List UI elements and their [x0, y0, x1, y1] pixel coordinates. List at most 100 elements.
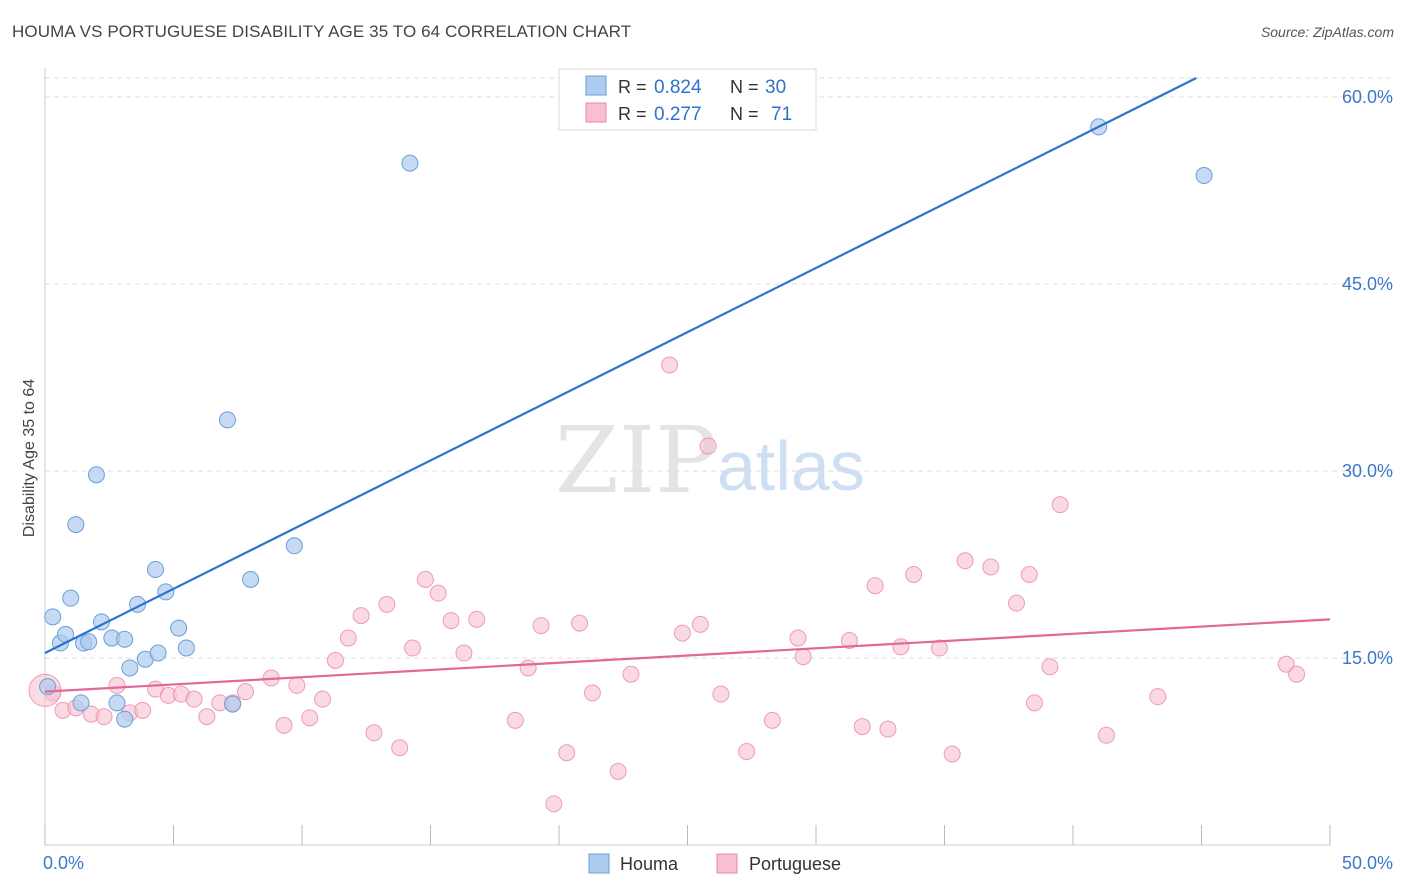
legend-n-value-portuguese: 71	[771, 104, 792, 125]
portuguese-point	[789, 629, 807, 647]
portuguese-point	[930, 639, 948, 657]
houma-point	[147, 560, 165, 578]
legend-n-label-portuguese: N =	[730, 104, 759, 124]
portuguese-point	[532, 617, 550, 635]
portuguese-point	[1041, 658, 1059, 676]
portuguese-point	[455, 644, 473, 662]
portuguese-point	[1007, 594, 1025, 612]
portuguese-point	[571, 614, 589, 632]
portuguese-point	[622, 665, 640, 683]
houma-point	[121, 659, 139, 677]
y-axis-label: Disability Age 35 to 64	[21, 379, 38, 537]
portuguese-point	[301, 709, 319, 727]
houma-point	[87, 466, 105, 484]
portuguese-point	[365, 724, 383, 742]
portuguese-point	[352, 607, 370, 625]
portuguese-point	[699, 437, 717, 455]
legend-swatch-houma	[585, 75, 607, 96]
portuguese-point	[892, 638, 910, 656]
portuguese-point	[545, 795, 563, 813]
houma-point	[44, 608, 62, 626]
portuguese-point	[866, 577, 884, 595]
chart-title: HOUMA VS PORTUGUESE DISABILITY AGE 35 TO…	[12, 22, 632, 41]
trend-lines	[44, 77, 1331, 693]
portuguese-point	[1149, 688, 1167, 706]
portuguese-point	[583, 684, 601, 702]
portuguese-point	[288, 676, 306, 694]
portuguese-point	[840, 632, 858, 650]
portuguese-point	[391, 739, 409, 757]
portuguese-point	[943, 745, 961, 763]
watermark-zip: ZIP	[555, 407, 717, 514]
houma-points	[39, 118, 1213, 728]
legend-n-label-houma: N =	[730, 77, 759, 97]
portuguese-point	[879, 720, 897, 738]
houma-point	[401, 154, 419, 172]
houma-point	[1195, 167, 1213, 185]
houma-point	[170, 619, 188, 637]
bottom-legend-houma: Houma	[620, 854, 679, 874]
gridlines	[45, 77, 1392, 659]
bottom-swatch-portuguese	[716, 853, 738, 874]
legend-r-label-portuguese: R =	[618, 104, 647, 124]
portuguese-point	[429, 584, 447, 602]
portuguese-point	[558, 744, 576, 762]
y-tick-label: 30.0%	[1342, 461, 1393, 481]
houma-point	[116, 630, 134, 648]
portuguese-point	[691, 615, 709, 633]
portuguese-point	[1277, 655, 1295, 673]
portuguese-point	[326, 651, 344, 669]
y-tick-label: 60.0%	[1342, 87, 1393, 107]
portuguese-point	[1288, 665, 1306, 683]
bottom-swatch-houma	[588, 853, 610, 874]
portuguese-point	[1097, 726, 1115, 744]
x-tick-label-min: 0.0%	[43, 853, 84, 873]
houma-point	[285, 537, 303, 555]
houma-point	[177, 639, 195, 657]
legend-swatch-portuguese	[585, 102, 607, 123]
houma-point	[242, 570, 260, 588]
portuguese-point	[275, 716, 293, 734]
legend-r-value-portuguese: 0.277	[654, 104, 702, 125]
portuguese-point	[339, 629, 357, 647]
portuguese-point	[198, 708, 216, 726]
houma-point	[116, 710, 134, 728]
portuguese-point	[712, 685, 730, 703]
houma-point	[224, 695, 242, 713]
portuguese-point	[1025, 694, 1043, 712]
legend-r-label-houma: R =	[618, 77, 647, 97]
portuguese-point	[506, 711, 524, 729]
portuguese-point	[108, 676, 126, 694]
houma-trend-line	[44, 77, 1197, 654]
portuguese-point	[1051, 496, 1069, 514]
portuguese-point	[609, 762, 627, 780]
portuguese-point	[738, 743, 756, 760]
portuguese-point	[763, 711, 781, 729]
watermark-atlas: atlas	[717, 427, 865, 505]
houma-point	[218, 411, 236, 429]
houma-point	[80, 633, 98, 651]
portuguese-point	[185, 690, 203, 708]
portuguese-point	[236, 683, 254, 701]
houma-point	[149, 644, 167, 662]
source-credit: Source: ZipAtlas.com	[1260, 24, 1394, 40]
stats-legend: R = 0.824 N = 30 R = 0.277 N = 71	[558, 68, 817, 131]
legend-n-value-houma: 30	[765, 77, 786, 98]
portuguese-point	[134, 701, 152, 719]
portuguese-point	[661, 356, 679, 374]
portuguese-point	[905, 565, 923, 583]
portuguese-point	[314, 690, 332, 708]
portuguese-point	[442, 612, 460, 630]
houma-point	[62, 589, 80, 607]
portuguese-point	[404, 639, 422, 657]
axes: 15.0% 30.0% 45.0% 60.0% 0.0% 50.0%	[43, 68, 1393, 873]
legend-r-value-houma: 0.824	[654, 77, 702, 98]
x-tick-label-max: 50.0%	[1342, 853, 1393, 873]
portuguese-point	[982, 558, 1000, 576]
houma-point	[72, 694, 90, 712]
houma-point	[67, 516, 85, 534]
portuguese-point	[1020, 565, 1038, 583]
series-legend: Houma Portuguese	[588, 853, 841, 874]
portuguese-point	[378, 595, 396, 613]
